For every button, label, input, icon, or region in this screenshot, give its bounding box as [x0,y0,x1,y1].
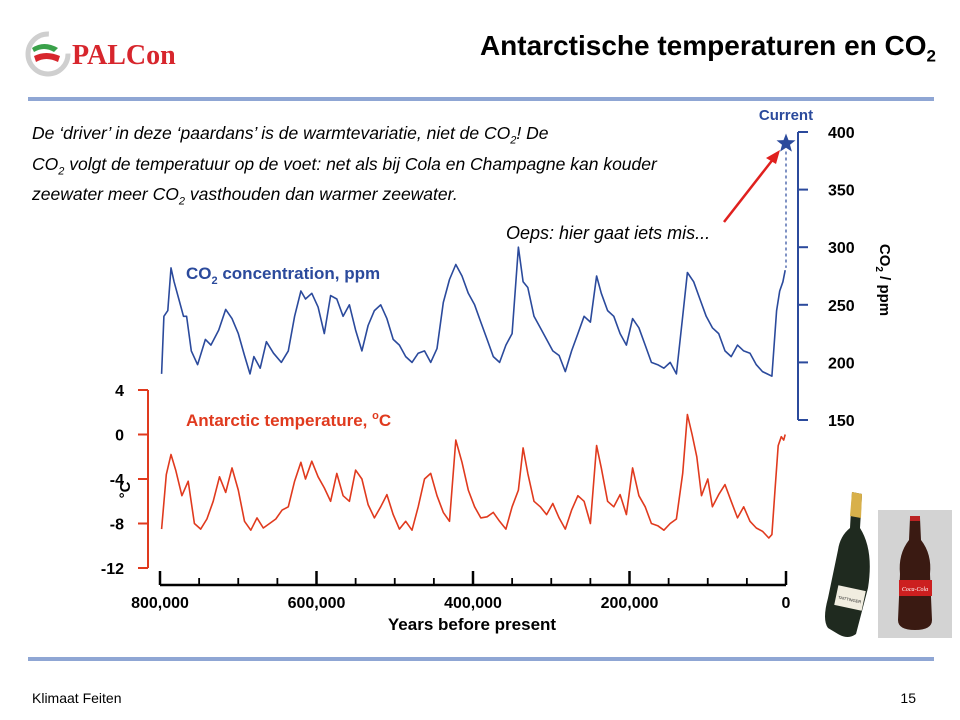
cola-label-icon [899,580,932,596]
x-axis-label: Years before present [388,615,557,634]
co2-tick-label: 400 [828,125,855,142]
co2-tick-label: 250 [828,298,855,315]
champagne-foil-icon [850,492,862,518]
co2-series-line [160,246,786,378]
co2-series-label: CO2 concentration, ppm [186,264,380,287]
champagne-label-text: TAITTINGER [838,595,862,605]
x-tick-label: 800,000 [131,595,189,612]
logo-hand-green-icon [32,44,58,52]
temp-axis-label: °C [117,481,134,498]
top-divider [28,97,934,101]
co2-tick-label: 150 [828,413,855,430]
bottom-divider [28,657,934,661]
x-tick-label: 0 [782,595,791,612]
page-number: 15 [900,690,916,706]
cola-label-text: Coca-Cola [902,587,928,593]
co2-tick-label: 200 [828,355,855,372]
temp-tick-label: 4 [115,383,124,400]
temp-tick-label: -12 [101,561,124,578]
temp-series-label: Antarctic temperature, oC [186,410,391,430]
annotation-arrow-line [723,157,775,223]
champagne-bottle-icon [825,492,870,637]
cola-cap-icon [910,516,920,521]
temp-tick-label: -8 [110,517,124,534]
temp-tick-label: -4 [110,472,124,489]
palcon-logo: PALCon [25,31,176,77]
x-tick-label: 600,000 [288,595,346,612]
logo-hand-red-icon [34,53,60,62]
champagne-bottle-image: TAITTINGER [825,492,870,637]
annotation-text: Oeps: hier gaat iets mis... [506,223,711,243]
temp-tick-label: 0 [115,428,124,445]
footer-title: Klimaat Feiten [32,690,122,706]
x-tick-label: 200,000 [601,595,659,612]
temp-series-line [160,413,786,539]
current-label: Current [759,107,813,124]
intro-text: De ‘driver’ in deze ‘paardans’ is de war… [32,123,657,208]
co2-tick-label: 350 [828,183,855,200]
co2-axis-label: CO2 / ppm [873,244,893,316]
champagne-label-icon [834,585,866,611]
cola-bottle-icon [898,518,932,630]
x-tick-label: 400,000 [444,595,502,612]
logo-text: PALCon [72,40,176,71]
cola-bottle-image: Coca-Cola [878,510,952,638]
page-title: Antarctische temperaturen en CO2 [479,30,936,66]
annotation-arrow-head-icon [766,150,780,164]
logo-ring-icon [25,31,71,77]
current-co2-star-icon [776,133,796,152]
co2-tick-label: 300 [828,240,855,257]
